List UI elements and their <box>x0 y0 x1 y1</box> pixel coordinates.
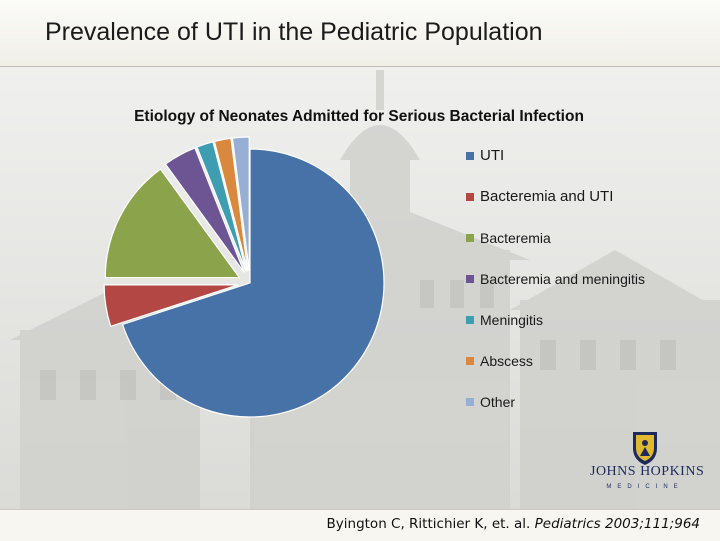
legend-item-other: Other <box>466 392 645 433</box>
legend-swatch-meningitis <box>466 316 474 324</box>
pie-slice-meningitis <box>196 141 247 272</box>
johns-hopkins-logo: JOHNS HOPKINS MEDICINE <box>590 430 705 500</box>
citation-journal: Pediatrics 2003;111;964 <box>534 516 700 532</box>
legend-item-abscess: Abscess <box>466 351 645 392</box>
legend-label-bacteremia-and-meningitis: Bacteremia and meningitis <box>480 271 645 287</box>
chart-legend: UTI Bacteremia and UTI Bacteremia Bacteremi… <box>466 146 645 433</box>
slide-header: Prevalence of UTI in the Pediatric Popul… <box>0 0 720 67</box>
legend-swatch-uti <box>466 152 474 160</box>
legend-item-bacteremia-and-meningitis: Bacteremia and meningitis <box>466 269 645 310</box>
legend-item-uti: UTI <box>466 146 645 187</box>
pie-slice-abscess <box>213 137 249 272</box>
legend-label-abscess: Abscess <box>480 353 533 369</box>
legend-swatch-abscess <box>466 357 474 365</box>
legend-swatch-other <box>466 398 474 406</box>
legend-swatch-bacteremia <box>466 234 474 242</box>
chart-title: Etiology of Neonates Admitted for Seriou… <box>0 108 720 126</box>
legend-swatch-bacteremia-and-meningitis <box>466 275 474 283</box>
pie-slice-other <box>231 136 250 272</box>
legend-item-bacteremia-and-uti: Bacteremia and UTI <box>466 187 645 228</box>
slide-title: Prevalence of UTI in the Pediatric Popul… <box>45 18 543 46</box>
legend-item-meningitis: Meningitis <box>466 310 645 351</box>
pie-slice-bacteremia <box>104 168 241 279</box>
logo-subtitle: MEDICINE <box>606 484 684 490</box>
logo-name: JOHNS HOPKINS <box>590 464 705 479</box>
legend-label-uti: UTI <box>480 147 505 164</box>
legend-label-bacteremia-and-uti: Bacteremia and UTI <box>480 188 614 205</box>
citation-authors: Byington C, Rittichier K, et. al. <box>326 516 531 532</box>
legend-item-bacteremia: Bacteremia <box>466 228 645 269</box>
citation: Byington C, Rittichier K, et. al. Pediat… <box>327 516 700 532</box>
chart-title-text: Etiology of Neonates Admitted for Seriou… <box>134 108 584 125</box>
legend-label-other: Other <box>480 394 516 410</box>
pie-slice-bacteremia-and-uti <box>103 284 239 328</box>
shield-icon <box>633 432 657 465</box>
citation-bar: Byington C, Rittichier K, et. al. Pediat… <box>0 509 720 541</box>
legend-swatch-bacteremia-and-uti <box>466 193 474 201</box>
legend-label-bacteremia: Bacteremia <box>480 230 551 246</box>
pie-slice-bacteremia-and-meningitis <box>164 147 245 273</box>
pie-slice-uti <box>121 148 385 418</box>
legend-label-meningitis: Meningitis <box>480 312 544 328</box>
